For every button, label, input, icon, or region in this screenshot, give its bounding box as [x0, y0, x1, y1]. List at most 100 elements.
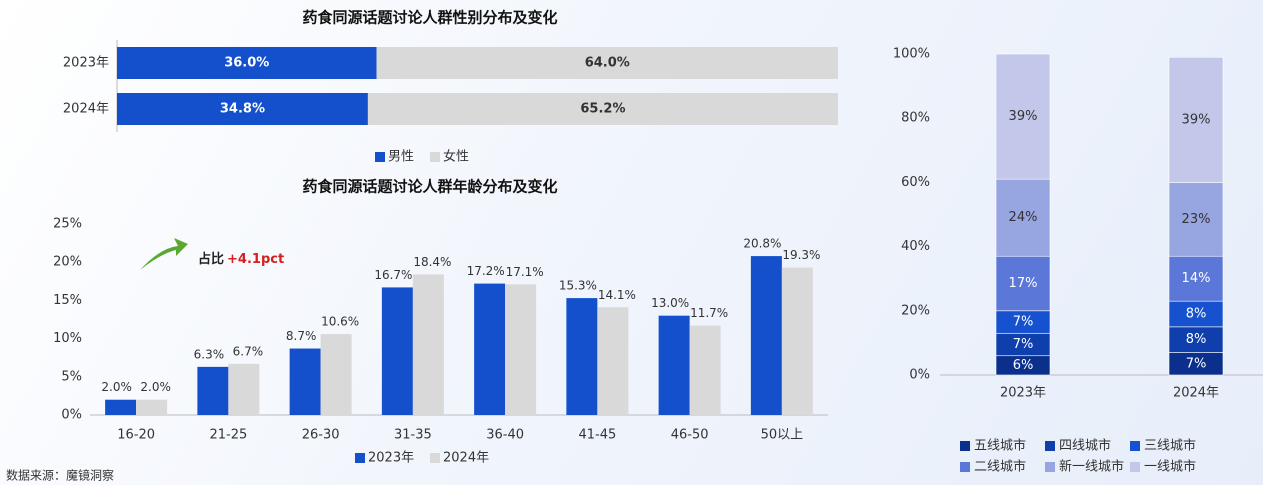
bar	[136, 399, 168, 415]
legend-swatch	[375, 152, 385, 162]
value-label: 19.3%	[782, 248, 820, 262]
chart-title: 药食同源话题讨论人群年龄分布及变化	[302, 178, 557, 196]
value-label: 7%	[1013, 337, 1034, 352]
y-tick-label: 100%	[893, 47, 930, 62]
annotation-text: 占比	[198, 251, 224, 267]
value-label: 14%	[1182, 271, 1211, 286]
legend-swatch	[960, 441, 970, 451]
x-tick-label: 2024年	[1173, 386, 1219, 401]
legend-swatch	[1045, 462, 1055, 472]
y-tick-label: 0%	[61, 408, 82, 423]
x-tick-label: 50以上	[761, 428, 804, 443]
annotation-highlight: +4.1pct	[227, 252, 284, 267]
bar	[597, 307, 629, 415]
bar	[781, 267, 813, 415]
bar	[197, 366, 229, 415]
bar	[289, 348, 321, 415]
value-label: 20.8%	[743, 237, 781, 251]
y-tick-label: 40%	[901, 239, 930, 254]
value-label: 17%	[1009, 276, 1038, 291]
value-label: 64.0%	[585, 56, 630, 71]
bar	[381, 287, 413, 415]
y-tick-label: 20%	[53, 255, 82, 270]
value-label: 8%	[1186, 332, 1207, 347]
x-tick-label: 26-30	[302, 428, 340, 443]
value-label: 2.0%	[140, 380, 171, 394]
bar	[566, 298, 598, 415]
x-tick-label: 21-25	[209, 428, 247, 443]
value-label: 7%	[1013, 315, 1034, 330]
legend-label: 女性	[443, 149, 469, 165]
value-label: 15.3%	[559, 279, 597, 293]
y-tick-label: 5%	[61, 369, 82, 384]
bar-segment	[376, 47, 838, 79]
value-label: 11.7%	[690, 306, 728, 320]
y-tick-label: 20%	[901, 303, 930, 318]
legend-swatch	[1130, 441, 1140, 451]
legend-label: 新一线城市	[1059, 459, 1124, 475]
value-label: 23%	[1182, 212, 1211, 227]
legend-swatch	[960, 462, 970, 472]
legend-label: 四线城市	[1059, 438, 1111, 454]
bar-segment	[117, 47, 377, 79]
trend-arrow	[140, 238, 188, 270]
bar-segment	[1168, 300, 1224, 328]
value-label: 39%	[1009, 109, 1038, 124]
bar	[505, 284, 537, 415]
legend-swatch	[1130, 462, 1140, 472]
bar-segment	[117, 93, 368, 125]
bar	[320, 334, 352, 415]
x-tick-label: 36-40	[486, 428, 524, 443]
value-label: 16.7%	[374, 268, 412, 282]
y-tick-label: 80%	[901, 111, 930, 126]
y-tick-label: 60%	[901, 175, 930, 190]
bar-segment	[1168, 182, 1224, 257]
x-tick-label: 2023年	[1000, 386, 1046, 401]
bar	[228, 363, 260, 415]
y-tick-label: 15%	[53, 293, 82, 308]
annotation: 占比 +4.1pct	[198, 251, 284, 267]
bar	[474, 283, 506, 415]
bar-segment	[995, 53, 1051, 180]
x-tick-label: 46-50	[671, 428, 709, 443]
chart-title: 药食同源话题讨论人群性别分布及变化	[302, 9, 557, 27]
bar	[689, 325, 721, 415]
x-tick-label: 31-35	[394, 428, 432, 443]
value-label: 14.1%	[598, 288, 636, 302]
legend-swatch	[430, 453, 440, 463]
value-label: 24%	[1009, 210, 1038, 225]
bar-segment	[995, 255, 1051, 312]
legend-swatch	[1045, 441, 1055, 451]
value-label: 17.2%	[467, 264, 505, 278]
value-label: 8%	[1186, 307, 1207, 322]
value-label: 2.0%	[101, 380, 132, 394]
legend-label: 2024年	[443, 451, 489, 466]
bar	[658, 315, 690, 415]
x-tick-label: 16-20	[117, 428, 155, 443]
value-label: 7%	[1186, 356, 1207, 371]
value-label: 6%	[1013, 358, 1034, 373]
bar-segment	[1168, 255, 1224, 302]
legend-label: 男性	[388, 150, 414, 165]
bar-segment	[367, 93, 838, 125]
value-label: 18.4%	[413, 255, 451, 269]
bar-segment	[1168, 326, 1224, 353]
x-tick-label: 41-45	[578, 428, 616, 443]
y-tick-label: 25%	[53, 217, 82, 232]
bar	[105, 399, 137, 415]
value-label: 13.0%	[651, 296, 689, 310]
legend-swatch	[430, 152, 440, 162]
bar	[750, 256, 782, 415]
value-label: 8.7%	[286, 329, 317, 343]
legend-label: 二线城市	[974, 459, 1026, 475]
y-tick-label: 2024年	[63, 102, 109, 117]
y-tick-label: 0%	[909, 368, 930, 383]
source-note: 数据来源：魔镜洞察	[6, 468, 114, 483]
bar-segment	[1168, 56, 1224, 183]
y-tick-label: 10%	[53, 331, 82, 346]
value-label: 39%	[1182, 112, 1211, 127]
bar	[412, 274, 444, 415]
legend-label: 一线城市	[1144, 459, 1196, 475]
value-label: 17.1%	[506, 265, 544, 279]
value-label: 65.2%	[580, 102, 625, 117]
